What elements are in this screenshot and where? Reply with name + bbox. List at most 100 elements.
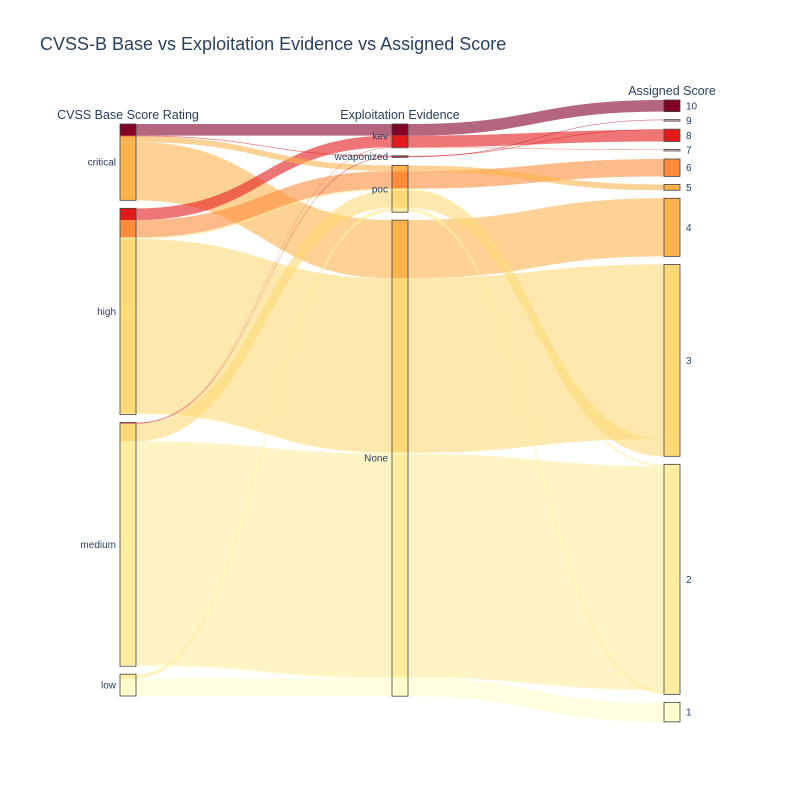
- category-bar-none[interactable]: [391, 219, 409, 697]
- bar-segment-cvss-base-score-rating-high: [120, 239, 136, 414]
- category-bar-8[interactable]: [663, 128, 681, 142]
- ribbon-medium-none-2-seg0[interactable]: [136, 441, 392, 678]
- bar-segment-exploitation-evidence-poc: [392, 171, 408, 189]
- bar-segment-cvss-base-score-rating-low: [120, 678, 136, 696]
- bar-segment-exploitation-evidence-kev: [392, 135, 408, 148]
- dimension-label-2: Assigned Score: [628, 84, 716, 98]
- bar-segment-cvss-base-score-rating-high: [120, 413, 136, 415]
- category-bar-1[interactable]: [663, 701, 681, 723]
- bar-segment-exploitation-evidence-none: [392, 678, 408, 697]
- ribbon-high-none-3-seg1[interactable]: [408, 264, 664, 453]
- category-bar-9[interactable]: [663, 119, 681, 122]
- ribbon-critical-kev-10-seg0[interactable]: [136, 124, 392, 136]
- bar-segment-exploitation-evidence-poc: [392, 188, 408, 191]
- ribbon-medium-none-1-seg0[interactable]: [136, 665, 392, 679]
- ribbon-high-poc-6-seg0[interactable]: [136, 171, 392, 238]
- bar-segment-cvss-base-score-rating-high: [120, 237, 136, 240]
- bar-segment-cvss-base-score-rating-medium: [120, 665, 136, 667]
- bar-segment-cvss-base-score-rating-medium: [120, 423, 136, 442]
- dimension-label-1: Exploitation Evidence: [340, 108, 460, 122]
- category-bar-6[interactable]: [663, 158, 681, 177]
- ribbon-high-none-1-seg0[interactable]: [136, 413, 392, 454]
- dimension-label-0: CVSS Base Score Rating: [57, 108, 199, 122]
- category-bar-weaponized[interactable]: [391, 155, 409, 158]
- ribbon-low-poc-2-seg0[interactable]: [136, 207, 392, 679]
- category-label-medium: medium: [80, 540, 116, 551]
- category-bar-5[interactable]: [663, 184, 681, 191]
- category-label-low: low: [101, 681, 117, 692]
- category-bar-medium[interactable]: [119, 422, 137, 667]
- category-bar-10[interactable]: [663, 99, 681, 113]
- category-bar-7[interactable]: [663, 149, 681, 152]
- category-label-4: 4: [686, 223, 692, 234]
- bar-segment-exploitation-evidence-none: [392, 452, 408, 454]
- ribbon-critical-poc-5-seg1[interactable]: [408, 165, 664, 191]
- bar-segment-assigned-score-1: [664, 703, 680, 705]
- ribbon-high-kev-8-seg0[interactable]: [136, 135, 392, 220]
- bar-segment-assigned-score-3: [664, 438, 680, 457]
- bar-segment-exploitation-evidence-kev: [392, 124, 408, 136]
- category-bar-critical[interactable]: [119, 123, 137, 201]
- bar-segment-assigned-score-2: [664, 466, 680, 690]
- bar-segment-cvss-base-score-rating-high: [120, 219, 136, 238]
- category-label-1: 1: [686, 708, 692, 719]
- bar-segment-exploitation-evidence-none: [392, 677, 408, 679]
- ribbon-medium-poc-3-seg1[interactable]: [408, 190, 664, 457]
- bar-segment-exploitation-evidence-poc: [392, 207, 408, 213]
- category-bar-4[interactable]: [663, 197, 681, 257]
- bar-segment-assigned-score-3: [664, 264, 680, 439]
- bar-segment-assigned-score-6: [664, 158, 680, 177]
- ribbon-low-none-1-seg0[interactable]: [136, 678, 392, 697]
- category-bar-2[interactable]: [663, 463, 681, 695]
- ribbon-critical-weaponized-8-seg0[interactable]: [136, 135, 392, 157]
- bar-segment-cvss-base-score-rating-critical: [120, 142, 136, 201]
- ribbon-low-none-1-seg1[interactable]: [408, 678, 664, 722]
- category-label-none: None: [364, 454, 388, 465]
- ribbon-high-poc-6-seg1[interactable]: [408, 158, 664, 189]
- ribbons-layer: [136, 100, 664, 722]
- bar-segment-cvss-base-score-rating-critical: [120, 135, 136, 137]
- bar-segment-cvss-base-score-rating-critical: [120, 136, 136, 143]
- category-bar-low[interactable]: [119, 673, 137, 697]
- ribbon-medium-weaponized-9-seg0[interactable]: [136, 156, 392, 424]
- bar-segment-cvss-base-score-rating-critical: [120, 124, 136, 136]
- ribbon-high-poc-2-seg0[interactable]: [136, 188, 392, 240]
- bar-segment-assigned-score-1: [664, 704, 680, 722]
- ribbon-medium-none-1-seg1[interactable]: [408, 677, 664, 705]
- category-label-5: 5: [686, 183, 692, 194]
- bar-segment-exploitation-evidence-poc: [392, 165, 408, 172]
- ribbon-medium-kev-7-seg0[interactable]: [136, 147, 392, 424]
- category-bar-poc[interactable]: [391, 164, 409, 213]
- category-bar-3[interactable]: [663, 264, 681, 457]
- category-label-7: 7: [686, 146, 692, 157]
- bar-segment-assigned-score-2: [664, 689, 680, 695]
- ribbon-low-poc-2-seg1[interactable]: [408, 207, 664, 695]
- category-bars-layer: [119, 99, 681, 723]
- bar-segment-assigned-score-5: [664, 184, 680, 191]
- bar-segment-cvss-base-score-rating-low: [120, 674, 136, 679]
- category-bar-kev[interactable]: [391, 123, 409, 149]
- bar-segment-assigned-score-8: [664, 129, 680, 142]
- bar-segment-cvss-base-score-rating-high: [120, 208, 136, 220]
- ribbon-high-poc-2-seg1[interactable]: [408, 188, 664, 467]
- bar-segment-assigned-score-1: [664, 702, 680, 704]
- category-bar-high[interactable]: [119, 207, 137, 415]
- ribbon-medium-poc-3-seg0[interactable]: [136, 190, 392, 442]
- category-label-poc: poc: [372, 184, 388, 195]
- bar-segment-assigned-score-10: [664, 100, 680, 112]
- bar-segment-exploitation-evidence-weaponized: [392, 156, 408, 158]
- category-label-kev: kev: [372, 131, 388, 142]
- ribbon-medium-weaponized-9-seg1[interactable]: [408, 119, 664, 158]
- ribbon-medium-none-2-seg1[interactable]: [408, 453, 664, 690]
- category-label-3: 3: [686, 356, 692, 367]
- ribbon-critical-poc-5-seg0[interactable]: [136, 136, 392, 172]
- category-label-10: 10: [686, 101, 698, 112]
- bar-segment-cvss-base-score-rating-medium: [120, 441, 136, 666]
- category-label-high: high: [97, 307, 116, 318]
- bar-segment-exploitation-evidence-none: [392, 453, 408, 678]
- ribbon-high-none-1-seg1[interactable]: [408, 452, 664, 704]
- ribbon-critical-weaponized-8-seg1[interactable]: [408, 129, 664, 157]
- ribbon-critical-kev-10-seg1[interactable]: [408, 100, 664, 136]
- ribbon-medium-kev-7-seg1[interactable]: [408, 147, 664, 151]
